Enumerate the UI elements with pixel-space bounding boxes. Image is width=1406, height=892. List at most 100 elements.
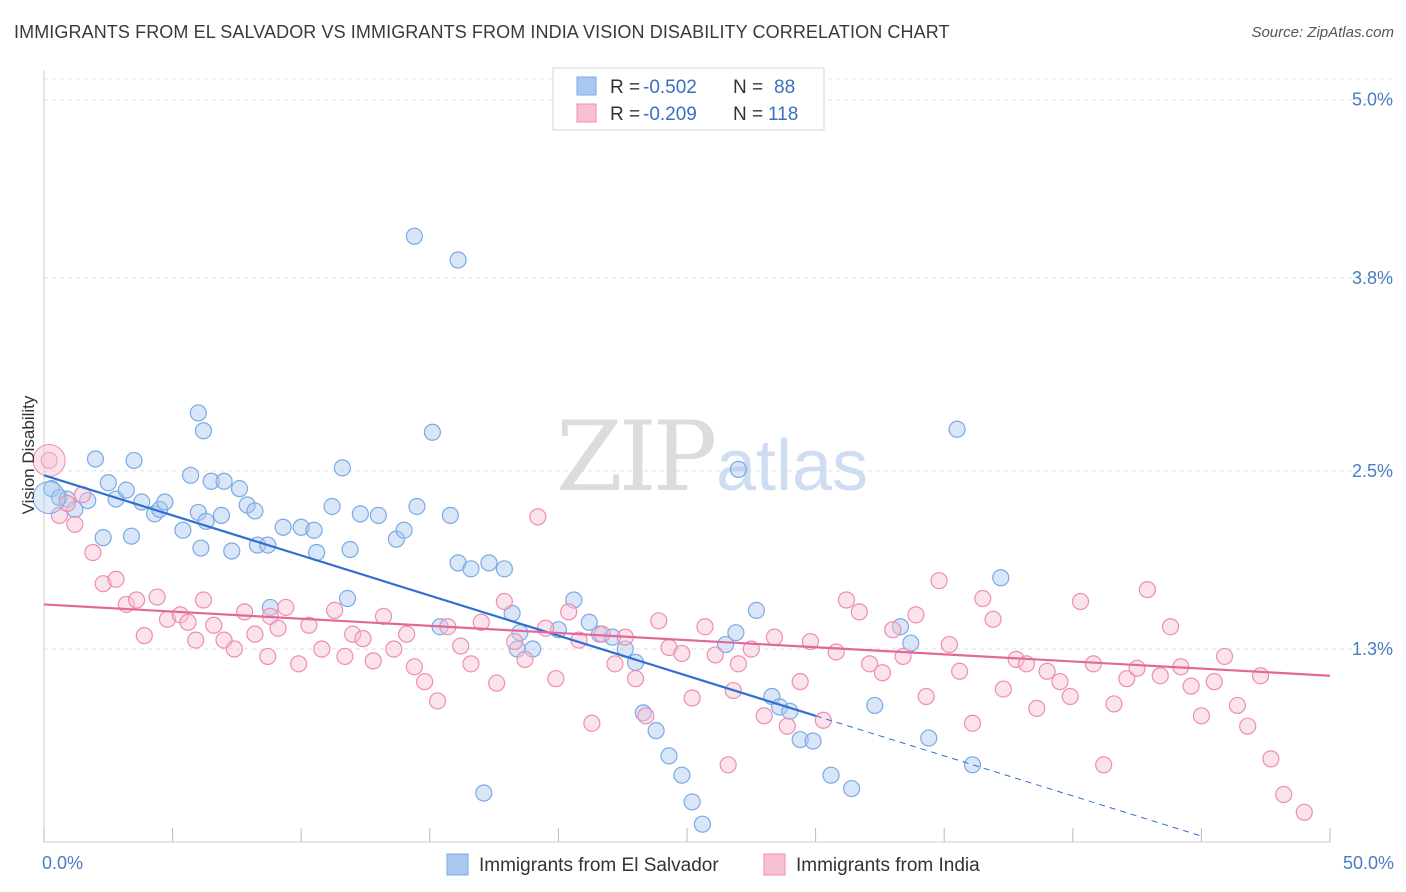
point-india <box>547 670 565 688</box>
point-el-salvador <box>323 497 341 516</box>
x-tick-labels: 0.0% 50.0% <box>42 853 1394 873</box>
point-india <box>850 603 868 621</box>
point-el-salvador <box>292 518 310 536</box>
series-swatch-el-salvador <box>446 853 469 876</box>
x-tick-label: 0.0% <box>42 853 83 873</box>
point-el-salvador <box>94 529 112 547</box>
point-india <box>765 628 784 646</box>
point-el-salvador <box>804 732 822 750</box>
series-legend: Immigrants from El Salvador Immigrants f… <box>446 853 980 876</box>
point-india <box>583 714 601 732</box>
point-india <box>148 588 166 606</box>
point-india <box>495 592 513 611</box>
point-india <box>58 494 76 513</box>
point-india <box>179 613 197 631</box>
trend-el-salvador-extension <box>815 715 1202 837</box>
point-india <box>626 670 645 688</box>
point-india <box>1061 687 1079 706</box>
point-india <box>755 707 773 725</box>
point-el-salvador <box>174 521 192 539</box>
point-india <box>1182 677 1200 695</box>
point-el-salvador <box>791 730 809 749</box>
point-india <box>194 591 213 609</box>
point-india <box>974 589 992 608</box>
point-india <box>1051 673 1069 691</box>
point-india <box>837 591 856 609</box>
point-india <box>135 627 153 645</box>
point-el-salvador <box>408 497 426 516</box>
legend-swatch-el-salvador <box>576 76 597 96</box>
point-india <box>801 632 820 651</box>
point-el-salvador <box>902 634 920 652</box>
point-india <box>1275 785 1293 804</box>
point-india <box>462 655 480 673</box>
point-india <box>1228 696 1247 715</box>
point-india <box>529 508 547 526</box>
legend-r-value-2: -0.209 <box>643 104 697 125</box>
point-india <box>205 616 223 634</box>
legend-n-label-1: N = <box>733 77 763 98</box>
y-tick-labels: 1.3% 2.5% 3.8% 5.0% <box>1352 90 1393 659</box>
point-el-salvador <box>747 601 766 620</box>
point-el-salvador <box>822 766 840 784</box>
point-el-salvador <box>212 506 231 524</box>
point-el-salvador <box>920 729 938 747</box>
point-el-salvador <box>192 539 210 557</box>
point-el-salvador <box>395 521 413 539</box>
point-india <box>66 515 84 533</box>
point-el-salvador <box>125 451 143 470</box>
point-india <box>1161 618 1180 636</box>
point-india <box>336 647 354 666</box>
source-label: Source: ZipAtlas.com <box>1251 24 1394 41</box>
point-india <box>719 756 737 774</box>
point-india <box>1262 750 1280 768</box>
watermark-zip: ZIP <box>556 401 715 513</box>
legend-n-value-2: 118 <box>768 104 798 125</box>
point-india <box>791 673 809 691</box>
point-india <box>428 692 447 710</box>
point-india <box>416 673 434 691</box>
point-el-salvador <box>480 554 498 572</box>
legend-r-value-1: -0.502 <box>643 77 697 98</box>
point-india <box>984 610 1002 628</box>
point-india <box>225 640 243 658</box>
point-india <box>696 618 714 636</box>
point-el-salvador <box>866 696 884 715</box>
point-el-salvador <box>182 466 200 484</box>
point-el-salvador <box>462 560 480 578</box>
point-el-salvador <box>727 624 745 642</box>
stats-legend: R = -0.502 N = 88 R = -0.209 N = 118 <box>552 67 825 131</box>
point-india <box>963 714 982 732</box>
point-india <box>1151 667 1169 685</box>
point-el-salvador <box>660 747 678 765</box>
point-india <box>107 570 125 588</box>
point-india <box>40 451 58 470</box>
point-el-salvador <box>223 542 241 560</box>
point-india <box>873 664 892 682</box>
point-india <box>1205 673 1223 691</box>
y-tick-label: 5.0% <box>1352 90 1393 110</box>
point-india <box>729 655 748 673</box>
y-tick-label: 1.3% <box>1352 639 1393 659</box>
point-india <box>405 658 423 676</box>
point-el-salvador <box>634 704 652 722</box>
point-india <box>930 572 948 590</box>
point-india <box>778 717 796 735</box>
point-india <box>364 652 382 670</box>
point-india <box>1192 707 1211 725</box>
point-india <box>742 640 760 658</box>
point-india <box>300 616 318 634</box>
point-el-salvador <box>475 784 493 802</box>
axes <box>43 70 1331 843</box>
series-label-india: Immigrants from India <box>796 855 980 876</box>
point-el-salvador <box>948 420 966 438</box>
point-india <box>560 603 578 621</box>
point-india <box>187 631 205 649</box>
point-el-salvador <box>305 521 323 539</box>
point-india <box>1105 695 1123 713</box>
y-tick-label: 2.5% <box>1352 461 1393 481</box>
y-tick-label: 3.8% <box>1352 268 1393 288</box>
point-india <box>827 643 845 661</box>
series-label-el-salvador: Immigrants from El Salvador <box>479 855 719 876</box>
point-india <box>1128 659 1146 677</box>
